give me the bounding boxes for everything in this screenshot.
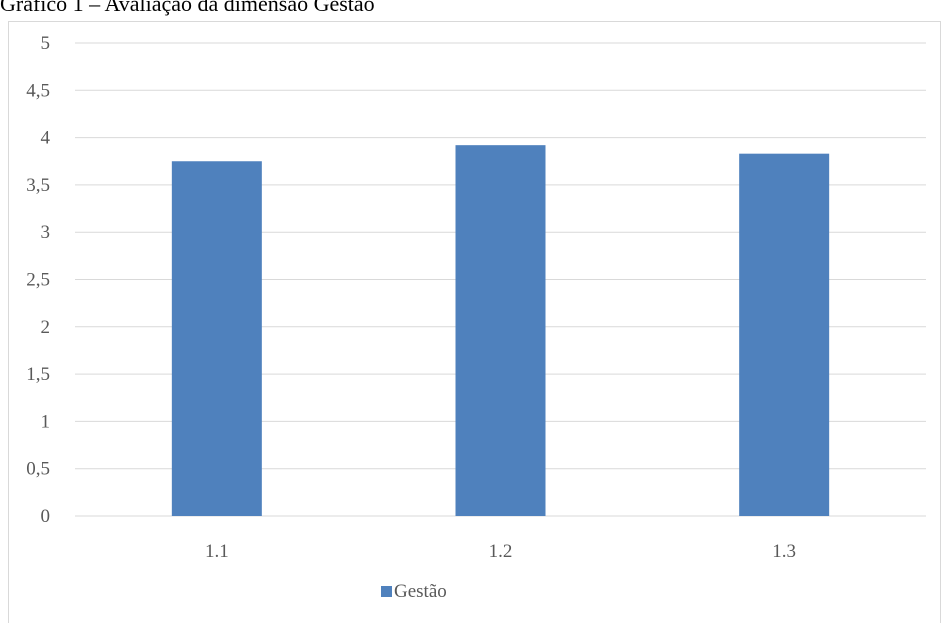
bar-1.3 <box>739 153 830 516</box>
y-tick-label: 0 <box>41 506 51 527</box>
x-tick-label: 1.1 <box>205 541 229 562</box>
bar-1.1 <box>171 161 262 516</box>
legend: Gestão <box>381 581 447 602</box>
x-axis-ticks: 1.1 1.2 1.3 <box>205 541 796 562</box>
y-tick-label: 1 <box>41 411 51 432</box>
y-tick-label: 4,5 <box>26 80 50 101</box>
y-tick-label: 0,5 <box>26 459 50 480</box>
y-tick-label: 2,5 <box>26 270 50 291</box>
x-tick-label: 1.3 <box>772 541 796 562</box>
chart-caption: Gráfico 1 – Avaliação da dimensão Gestão <box>0 0 375 16</box>
y-tick-label: 5 <box>41 33 51 54</box>
y-tick-label: 3,5 <box>26 175 50 196</box>
y-tick-label: 1,5 <box>26 364 50 385</box>
y-axis-ticks: 0 0,5 1 1,5 2 2,5 3 3,5 4 4,5 5 <box>26 33 50 527</box>
x-tick-label: 1.2 <box>489 541 513 562</box>
y-tick-label: 3 <box>41 222 51 243</box>
chart-area <box>8 21 941 623</box>
y-tick-label: 2 <box>41 317 51 338</box>
legend-swatch <box>381 586 392 597</box>
bar-1.2 <box>455 145 546 516</box>
legend-label: Gestão <box>394 581 447 602</box>
y-tick-label: 4 <box>41 128 51 149</box>
bars <box>171 145 830 516</box>
